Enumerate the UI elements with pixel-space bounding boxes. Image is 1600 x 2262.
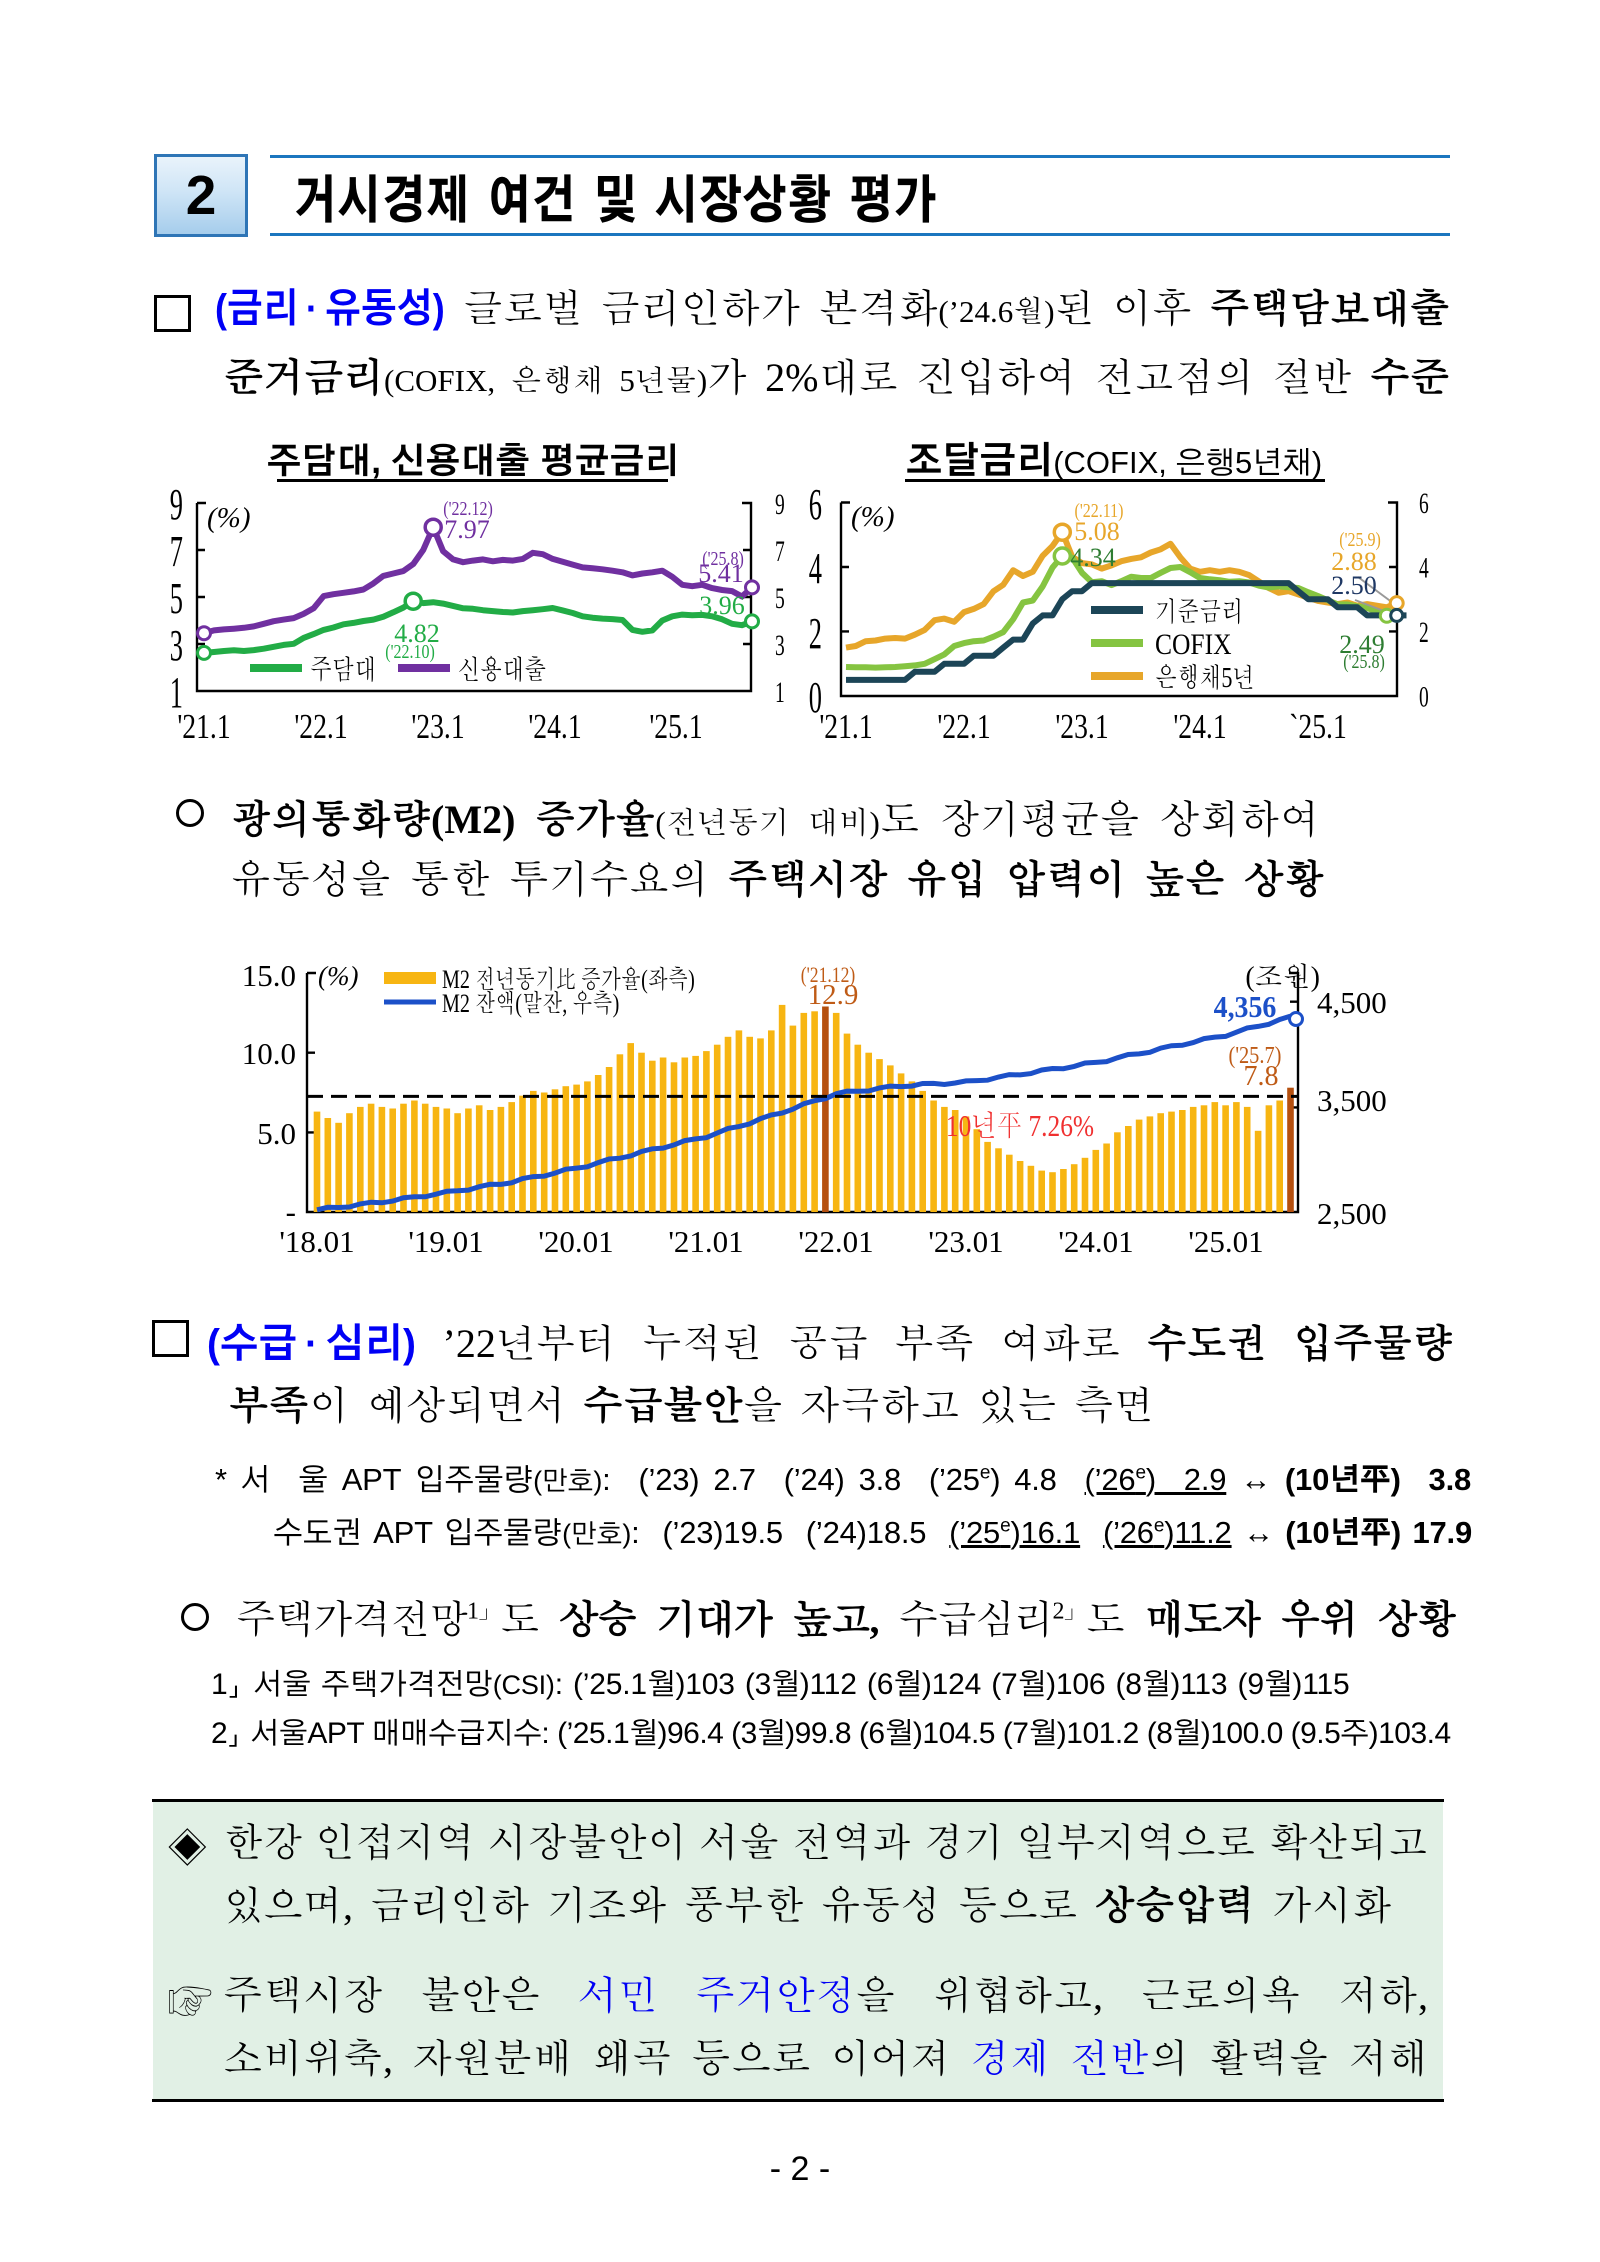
svg-text:10.0: 10.0	[242, 1036, 296, 1071]
svg-text:'21.1: '21.1	[177, 707, 230, 746]
svg-text:-: -	[286, 1194, 296, 1229]
svg-text:2.50: 2.50	[1331, 571, 1377, 600]
svg-text:3,500: 3,500	[1317, 1083, 1387, 1118]
svg-text:10년平 7.26%: 10년平 7.26%	[946, 1110, 1094, 1144]
svg-text:9: 9	[775, 488, 785, 521]
svg-text:조달금리(COFIX, 은행5년채): 조달금리(COFIX, 은행5년채)	[906, 440, 1322, 481]
svg-text:3.96: 3.96	[699, 591, 745, 620]
svg-text:3: 3	[170, 621, 183, 670]
svg-text:7: 7	[775, 535, 785, 568]
svg-text:4.34: 4.34	[1070, 543, 1116, 572]
svg-text:5.08: 5.08	[1074, 517, 1120, 546]
svg-text:5.0: 5.0	[257, 1116, 296, 1151]
svg-text:2.88: 2.88	[1331, 547, 1377, 576]
svg-text:7.8: 7.8	[1244, 1061, 1279, 1092]
svg-text:'23.01: '23.01	[928, 1224, 1003, 1259]
svg-text:'22.1: '22.1	[294, 707, 347, 746]
svg-text:12.9: 12.9	[808, 979, 859, 1011]
svg-text:4: 4	[809, 544, 822, 593]
svg-text:기준금리: 기준금리	[1155, 597, 1243, 628]
svg-text:('22.10): ('22.10)	[385, 640, 435, 663]
svg-text:5: 5	[170, 574, 183, 623]
svg-text:1: 1	[775, 676, 785, 709]
svg-text:2.49: 2.49	[1339, 630, 1385, 659]
svg-text:3: 3	[775, 629, 785, 662]
svg-text:'22.01: '22.01	[798, 1224, 873, 1259]
svg-text:M2 잔액(말잔, 우측): M2 잔액(말잔, 우측)	[442, 990, 619, 1019]
svg-text:'21.1: '21.1	[819, 707, 872, 746]
svg-text:M2 전년동기比 증가율(좌측): M2 전년동기比 증가율(좌측)	[442, 966, 695, 995]
svg-text:9: 9	[170, 480, 183, 529]
svg-text:'24.1: '24.1	[1173, 707, 1226, 746]
svg-text:COFIX: COFIX	[1155, 628, 1231, 661]
svg-text:('25.7): ('25.7)	[1229, 1041, 1282, 1068]
svg-text:'23.1: '23.1	[411, 707, 464, 746]
svg-text:4,500: 4,500	[1317, 985, 1387, 1020]
svg-text:0: 0	[1419, 680, 1429, 713]
svg-text:'18.01: '18.01	[279, 1224, 354, 1259]
svg-text:('21.12): ('21.12)	[801, 963, 855, 987]
svg-text:'24.1: '24.1	[528, 707, 581, 746]
svg-text:4,356: 4,356	[1214, 991, 1277, 1025]
svg-text:주담대: 주담대	[310, 656, 376, 686]
svg-text:2: 2	[809, 609, 822, 658]
svg-text:(%): (%)	[851, 501, 894, 533]
svg-text:'23.1: '23.1	[1055, 707, 1108, 746]
svg-text:'25.01: '25.01	[1188, 1224, 1263, 1259]
svg-text:은행채5년: 은행채5년	[1155, 664, 1254, 694]
svg-text:15.0: 15.0	[242, 958, 296, 993]
svg-text:4: 4	[1419, 551, 1429, 584]
svg-text:2,500: 2,500	[1317, 1196, 1387, 1231]
svg-text:'20.01: '20.01	[538, 1224, 613, 1259]
svg-text:4.82: 4.82	[394, 619, 440, 648]
svg-text:'24.01: '24.01	[1058, 1224, 1133, 1259]
svg-text:`25.1: `25.1	[1289, 707, 1347, 746]
svg-text:6: 6	[809, 480, 822, 529]
svg-text:5.41: 5.41	[698, 559, 744, 588]
svg-text:신용대출: 신용대출	[458, 656, 546, 686]
svg-text:7.97: 7.97	[444, 515, 490, 544]
svg-text:6: 6	[1419, 487, 1429, 520]
svg-text:(%): (%)	[318, 961, 358, 991]
svg-text:(조원): (조원)	[1245, 962, 1320, 993]
svg-text:0: 0	[809, 673, 822, 722]
svg-text:'22.1: '22.1	[937, 707, 990, 746]
svg-text:7: 7	[170, 527, 183, 576]
svg-text:'21.01: '21.01	[668, 1224, 743, 1259]
svg-text:2: 2	[1419, 616, 1429, 649]
svg-text:('25.8): ('25.8)	[702, 547, 744, 570]
svg-text:1: 1	[170, 668, 183, 717]
svg-text:('22.11): ('22.11)	[1075, 499, 1124, 522]
svg-text:주담대, 신용대출 평균금리: 주담대, 신용대출 평균금리	[267, 442, 680, 481]
svg-text:5: 5	[775, 582, 785, 615]
svg-text:'19.01: '19.01	[408, 1224, 483, 1259]
svg-text:(%): (%)	[207, 502, 250, 534]
svg-text:('25.8): ('25.8)	[1343, 650, 1385, 673]
svg-text:('25.9): ('25.9)	[1339, 528, 1381, 551]
svg-text:('22.12): ('22.12)	[443, 497, 493, 520]
svg-text:'25.1: '25.1	[649, 707, 702, 746]
